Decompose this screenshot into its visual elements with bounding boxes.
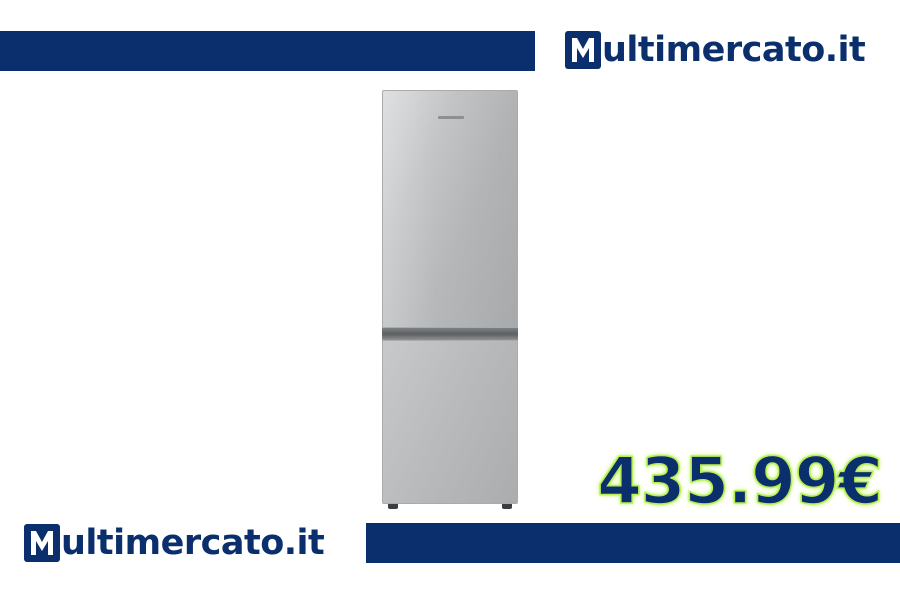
logo-m-glyph [31,531,53,555]
top-banner-bar [0,31,535,71]
product-price: 435.99€ [597,445,884,519]
fridge-foot-right [502,504,512,509]
fridge-upper-door [382,90,518,328]
logo-m-glyph [572,38,594,62]
brand-logo-top: ultimercato.it [565,27,866,73]
fridge-lower-door [382,340,518,504]
fridge-handle-divider [382,328,518,340]
brand-name: ultimercato.it [61,522,325,563]
fridge-feet [382,504,518,510]
bottom-banner-bar [366,523,900,563]
product-image-fridge [382,90,518,510]
brand-name: ultimercato.it [602,29,866,70]
logo-m-icon [565,31,601,69]
brand-logo-bottom: ultimercato.it [24,520,325,566]
fridge-foot-left [388,504,398,509]
fridge-brand-badge [438,116,464,119]
logo-m-icon [24,524,60,562]
